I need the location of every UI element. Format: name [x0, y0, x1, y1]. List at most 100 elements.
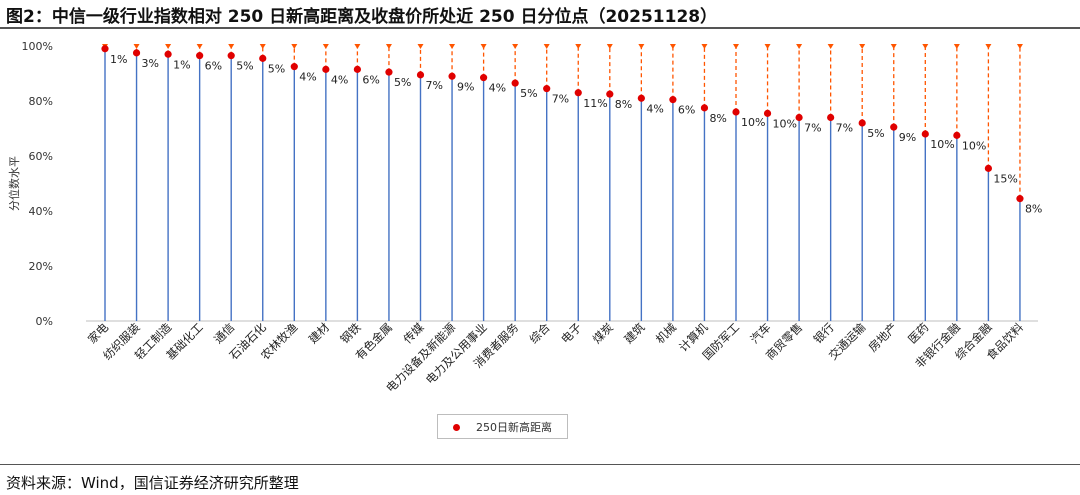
data-point — [1016, 195, 1024, 203]
high-cap-marker — [385, 44, 392, 49]
data-point — [480, 74, 488, 82]
y-tick-label: 20% — [29, 260, 53, 273]
x-tick-label: 通信 — [211, 320, 237, 346]
high-cap-marker — [259, 44, 266, 49]
high-cap-marker — [196, 44, 203, 49]
top-divider — [0, 27, 1080, 29]
data-label: 4% — [646, 102, 663, 115]
data-point — [132, 49, 141, 57]
x-tick-label: 家电 — [85, 320, 112, 347]
data-point — [984, 164, 993, 172]
bottom-divider — [0, 464, 1080, 465]
chart-title: 图2：中信一级行业指数相对 250 日新高距离及收盘价所处近 250 日分位点（… — [6, 7, 718, 27]
data-point — [953, 131, 961, 139]
data-label: 8% — [709, 112, 726, 125]
data-label: 6% — [678, 104, 695, 117]
data-point — [921, 130, 929, 138]
high-cap-marker — [953, 44, 960, 49]
data-point — [196, 52, 204, 60]
data-label: 1% — [173, 58, 190, 71]
high-cap-marker — [922, 44, 929, 49]
data-point — [227, 52, 235, 60]
high-cap-marker — [165, 44, 172, 49]
high-cap-marker — [417, 44, 424, 49]
data-point — [637, 94, 645, 102]
high-cap-marker — [701, 44, 708, 49]
data-label: 5% — [268, 62, 285, 75]
data-point — [827, 113, 835, 122]
chart-plot: 0%20%40%60%80%100%分位数水平1%家电3%纺织服装1%轻工制造6… — [7, 40, 1042, 395]
high-cap-marker — [606, 44, 613, 49]
source-note: 资料来源：Wind，国信证券经济研究所整理 — [6, 474, 299, 492]
legend-marker-icon — [453, 424, 460, 431]
high-cap-marker — [228, 44, 235, 49]
high-cap-marker — [449, 44, 456, 49]
data-label: 9% — [899, 131, 916, 144]
data-point — [290, 63, 298, 71]
x-tick-label: 银行 — [811, 320, 837, 346]
x-tick-label: 建材 — [306, 320, 333, 347]
data-point — [353, 65, 361, 73]
x-tick-label: 机械 — [653, 320, 680, 347]
y-tick-label: 80% — [29, 95, 53, 108]
data-label: 5% — [867, 127, 884, 140]
x-tick-label: 煤炭 — [590, 320, 616, 346]
x-tick-label: 建筑 — [621, 320, 648, 347]
y-axis-label: 分位数水平 — [7, 156, 21, 211]
high-cap-marker — [1016, 44, 1023, 49]
data-label: 10% — [930, 138, 954, 151]
high-cap-marker — [638, 44, 645, 49]
data-label: 6% — [362, 73, 379, 86]
data-point — [385, 68, 393, 76]
data-label: 6% — [205, 60, 222, 73]
x-tick-label: 汽车 — [748, 320, 774, 346]
high-cap-marker — [764, 44, 771, 49]
data-point — [858, 119, 866, 127]
x-tick-label: 传媒 — [400, 320, 427, 347]
data-label: 5% — [394, 76, 411, 89]
data-label: 7% — [552, 93, 569, 106]
y-tick-label: 60% — [29, 150, 53, 163]
data-label: 10% — [773, 117, 797, 130]
data-label: 7% — [836, 122, 853, 135]
y-tick-label: 0% — [36, 315, 53, 328]
data-point — [101, 45, 109, 53]
data-point — [574, 89, 582, 97]
data-point — [606, 90, 614, 98]
data-label: 3% — [142, 57, 159, 70]
data-label: 4% — [489, 82, 506, 95]
data-point — [700, 104, 709, 112]
high-cap-marker — [796, 44, 803, 49]
data-label: 4% — [331, 73, 348, 86]
high-cap-marker — [133, 44, 140, 49]
high-cap-marker — [669, 44, 676, 49]
x-tick-label: 房地产 — [866, 320, 900, 354]
data-label: 9% — [457, 80, 474, 93]
data-point — [669, 96, 677, 104]
data-point — [763, 109, 772, 117]
high-cap-marker — [512, 44, 519, 49]
data-point — [511, 79, 519, 87]
high-cap-marker — [859, 44, 866, 49]
high-cap-marker — [827, 44, 834, 49]
x-tick-label: 电子 — [558, 320, 584, 346]
data-label: 8% — [615, 98, 632, 111]
data-label: 7% — [426, 79, 443, 92]
data-label: 7% — [804, 122, 821, 135]
data-label: 5% — [236, 60, 253, 73]
data-point — [259, 54, 267, 62]
data-label: 10% — [741, 116, 765, 129]
data-label: 11% — [583, 97, 607, 110]
data-point — [795, 113, 803, 122]
data-point — [732, 108, 740, 116]
data-label: 8% — [1025, 203, 1042, 216]
y-tick-label: 40% — [29, 205, 53, 218]
y-tick-label: 100% — [22, 40, 53, 53]
high-cap-marker — [733, 44, 739, 49]
high-cap-marker — [985, 44, 992, 49]
chart-legend: 250日新高距离 — [437, 414, 568, 439]
high-cap-marker — [890, 44, 897, 49]
high-cap-marker — [354, 44, 361, 49]
data-label: 1% — [110, 53, 127, 66]
high-cap-marker — [543, 44, 550, 49]
